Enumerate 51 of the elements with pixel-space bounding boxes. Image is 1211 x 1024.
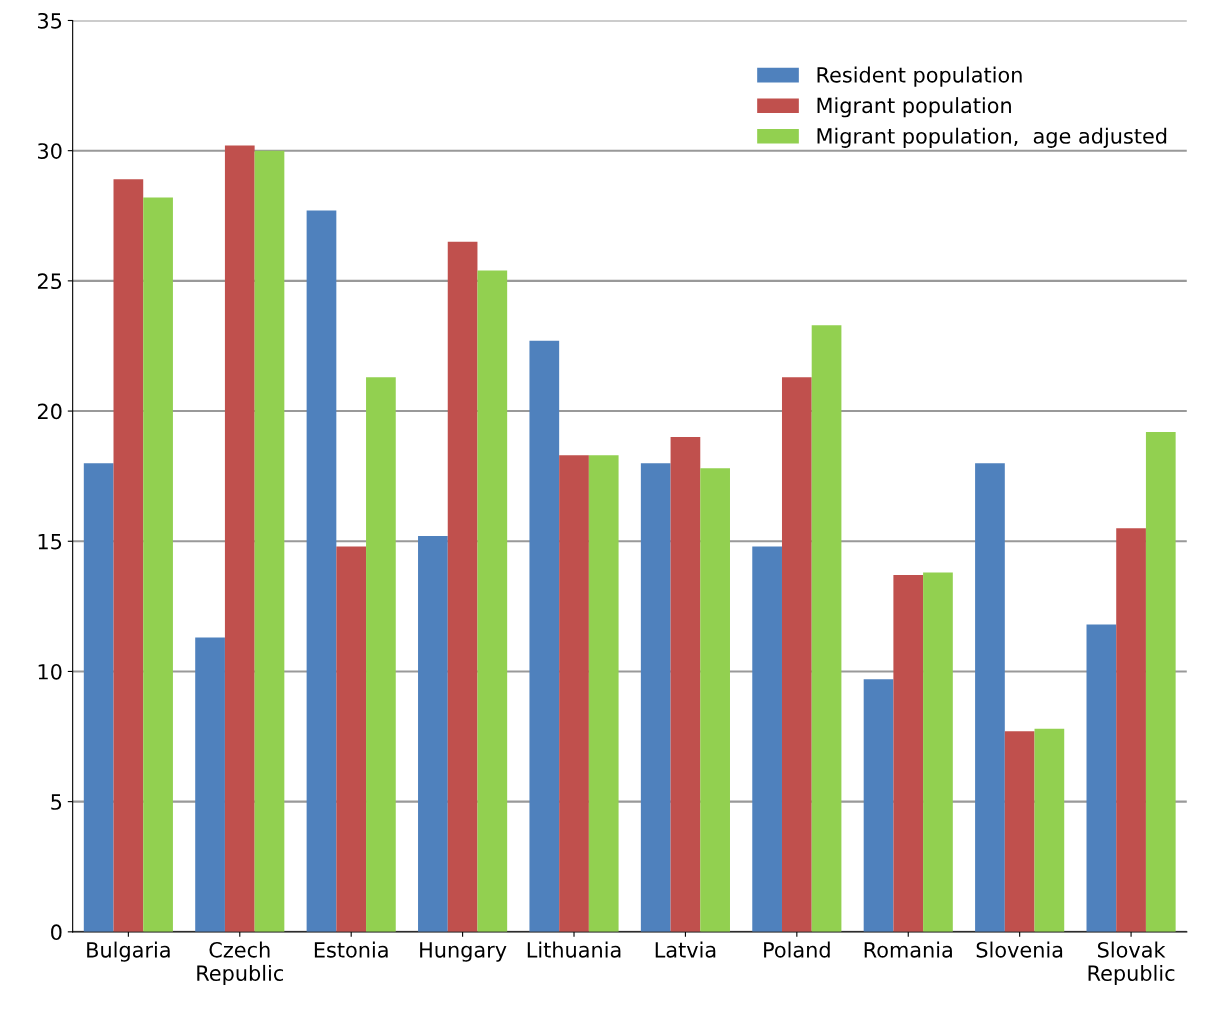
legend-label: Resident population xyxy=(817,66,1022,87)
x-tick-label: Romania xyxy=(864,941,952,958)
x-tick-label: Bulgaria xyxy=(87,941,170,962)
x-tick-label: Slovak Republic xyxy=(1088,941,1175,986)
bar xyxy=(418,536,448,932)
y-tick-label: 35 xyxy=(38,12,62,29)
bar xyxy=(811,325,842,932)
bar xyxy=(83,463,114,932)
bar xyxy=(143,197,173,932)
y-tick-label: 5 xyxy=(51,794,62,810)
bar xyxy=(336,546,367,932)
bar xyxy=(893,575,924,932)
bar xyxy=(781,377,812,932)
x-tick-label: Hungary xyxy=(420,942,507,962)
bar xyxy=(447,241,478,932)
bar xyxy=(1116,528,1146,932)
x-tick-label: Slovenia xyxy=(976,941,1063,958)
bar xyxy=(306,210,337,932)
bar xyxy=(195,637,225,932)
legend-label: Migrant population xyxy=(817,97,1011,118)
y-tick-label: 15 xyxy=(38,533,62,550)
y-tick-label: 0 xyxy=(51,924,62,941)
y-tick-label: 10 xyxy=(38,663,62,680)
bar xyxy=(863,679,894,932)
bar xyxy=(113,179,144,932)
x-tick-label: Lithuania xyxy=(527,941,621,958)
x-tick-label: Estonia xyxy=(314,941,388,958)
y-tick-label: 30 xyxy=(38,143,62,159)
bar xyxy=(588,455,619,932)
bar xyxy=(670,437,701,932)
bar xyxy=(975,463,1005,932)
bar xyxy=(923,572,953,932)
legend-label: Migrant population, age adjusted xyxy=(817,127,1167,148)
bar xyxy=(477,270,508,932)
x-tick-label: Czech Republic xyxy=(197,941,283,986)
x-tick-label: Latvia xyxy=(655,941,716,958)
bar xyxy=(1034,728,1065,932)
bar xyxy=(254,150,285,932)
x-tick-label: Poland xyxy=(764,941,830,958)
bar xyxy=(366,377,396,932)
bar xyxy=(1145,431,1176,932)
bar xyxy=(529,340,560,932)
y-tick-label: 25 xyxy=(37,273,62,290)
y-tick-label: 20 xyxy=(37,403,62,420)
bar xyxy=(559,455,589,932)
bar xyxy=(224,145,255,932)
bar xyxy=(752,546,782,932)
bar xyxy=(1004,731,1035,932)
bar xyxy=(700,468,730,932)
bar xyxy=(1086,624,1117,932)
bar xyxy=(640,463,671,932)
